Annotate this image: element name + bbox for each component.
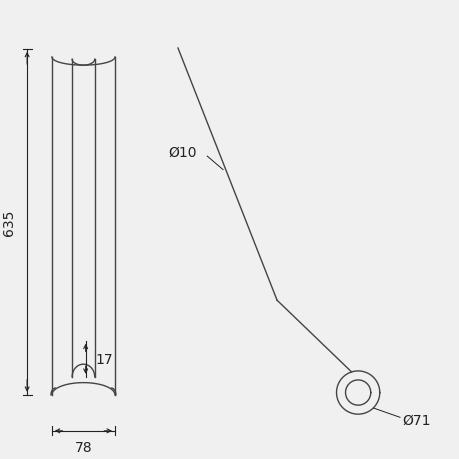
Text: 635: 635 (2, 209, 16, 235)
Text: Ø71: Ø71 (402, 413, 430, 426)
Text: Ø10: Ø10 (168, 146, 196, 159)
Text: 78: 78 (74, 440, 92, 453)
Text: 17: 17 (95, 352, 113, 366)
